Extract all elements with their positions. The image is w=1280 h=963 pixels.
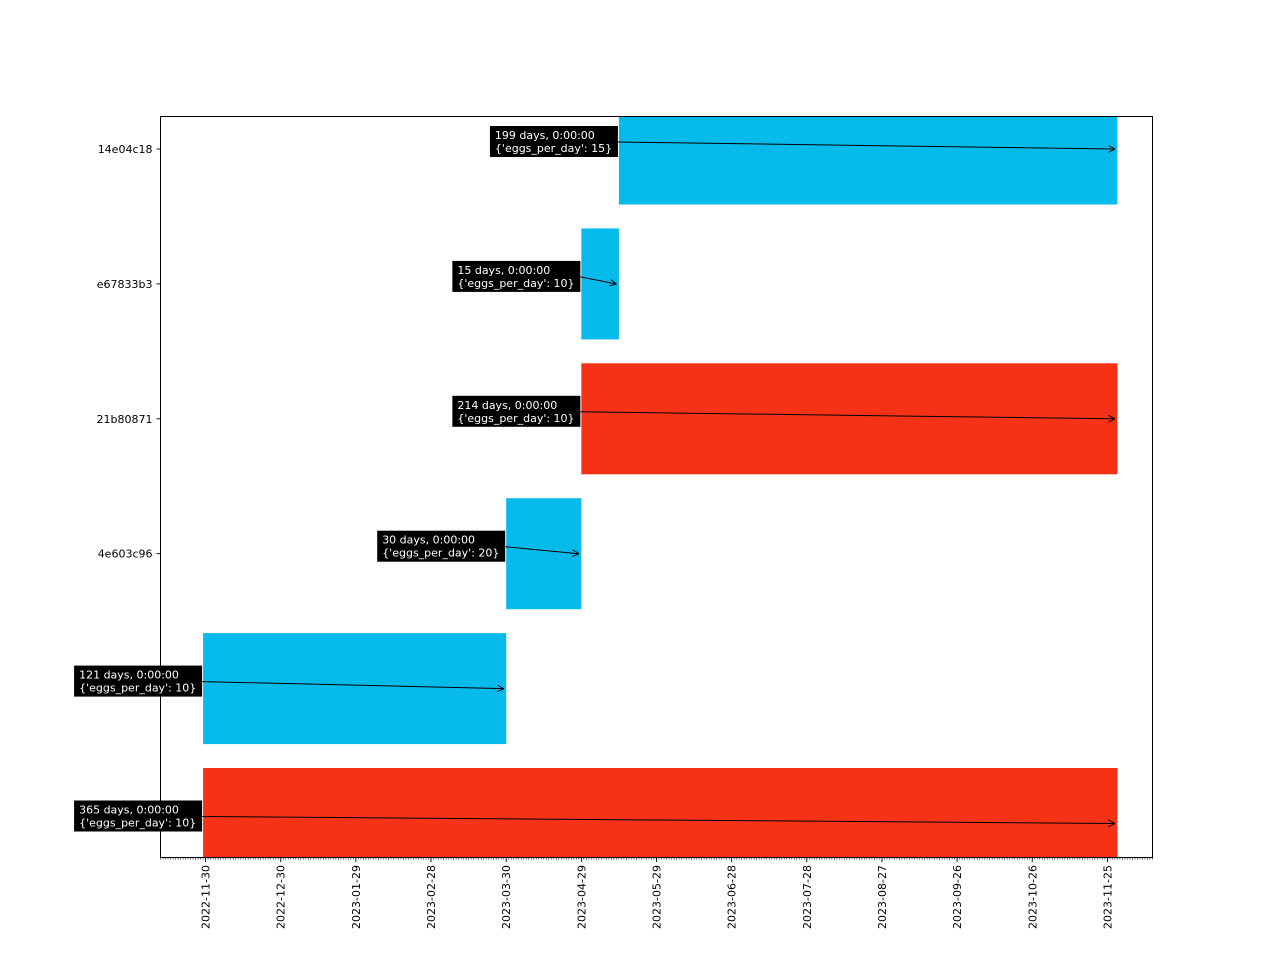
x-tick-label: 2023-11-25 [1101,865,1114,929]
x-tick-label: 2023-08-27 [876,865,889,929]
x-tick-label: 2023-04-29 [575,865,588,929]
plot-frame [160,116,1153,858]
annotation-arrow [580,411,1114,419]
x-tick-label: 2023-03-30 [500,865,513,929]
gantt-bar [581,363,1118,475]
annotation-detail: {'eggs_per_day': 10} [79,817,196,830]
annotation-box [489,126,618,157]
annotation-box [452,260,581,292]
x-tick-label: 2023-02-28 [425,865,438,929]
bar-annotation: 214 days, 0:00:00{'eggs_per_day': 10} [452,395,1114,427]
annotation-detail: {'eggs_per_day': 10} [457,412,574,425]
annotation-arrow [202,681,503,689]
annotation-detail: {'eggs_per_day': 10} [79,682,196,695]
bar-annotation: 30 days, 0:00:00{'eggs_per_day': 20} [377,530,578,562]
annotation-arrow [580,276,616,284]
annotation-arrow [505,546,578,554]
annotation-arrow [617,141,1115,149]
annotation-box [377,530,506,562]
annotation-duration: 15 days, 0:00:00 [457,264,550,277]
bar-annotation: 121 days, 0:00:00{'eggs_per_day': 10} [74,665,503,697]
annotation-box [74,665,203,697]
x-tick-label: 2022-11-30 [200,865,213,929]
annotation-duration: 121 days, 0:00:00 [79,669,179,682]
x-tick-label: 2022-12-30 [275,865,288,929]
annotation-detail: {'eggs_per_day': 10} [457,277,574,290]
gantt-bar [203,633,507,745]
annotation-duration: 214 days, 0:00:00 [457,399,557,412]
gantt-bar [203,768,1118,857]
annotation-box [74,800,203,832]
annotation-duration: 30 days, 0:00:00 [382,534,475,547]
annotation-box [452,395,581,427]
gantt-bar [618,116,1118,205]
annotation-arrow [202,816,1114,824]
bar-annotation: 199 days, 0:00:00{'eggs_per_day': 15} [489,126,1115,157]
gantt-bar [581,228,619,340]
x-tick-label: 2023-01-29 [350,865,363,929]
annotation-detail: {'eggs_per_day': 15} [495,142,612,155]
annotation-detail: {'eggs_per_day': 20} [382,547,499,560]
y-tick-label: 14e04c18 [98,143,153,156]
y-tick-label: 4e603c96 [98,548,153,561]
gantt-bar [506,498,582,610]
bar-annotation: 365 days, 0:00:00{'eggs_per_day': 10} [74,800,1114,832]
annotation-duration: 199 days, 0:00:00 [495,129,595,142]
x-tick-label: 2023-05-29 [651,865,664,929]
y-tick-label: 21b80871 [97,413,153,426]
x-tick-label: 2023-06-28 [726,865,739,929]
x-tick-label: 2023-10-26 [1026,865,1039,929]
x-tick-label: 2023-09-26 [951,865,964,929]
annotation-duration: 365 days, 0:00:00 [79,804,179,817]
y-tick-label: e67833b3 [97,278,153,291]
x-tick-label: 2023-07-28 [801,865,814,929]
bar-annotation: 15 days, 0:00:00{'eggs_per_day': 10} [452,260,616,292]
